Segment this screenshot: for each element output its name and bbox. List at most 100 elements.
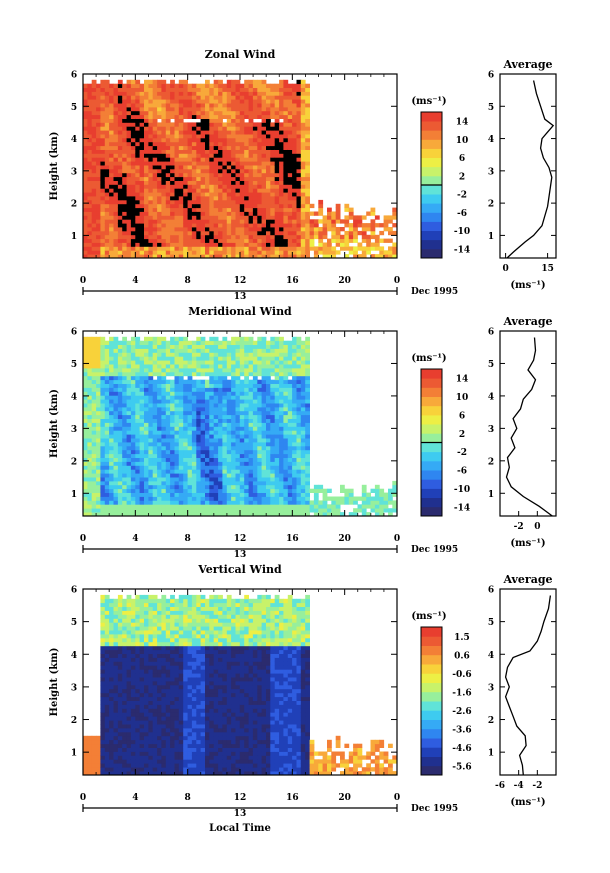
- heatmap-cell: [252, 410, 258, 416]
- heatmap-cell: [318, 211, 324, 216]
- heatmap-cell: [126, 180, 132, 185]
- heatmap-cell: [148, 230, 154, 236]
- heatmap-cell: [178, 227, 184, 232]
- heatmap-cell: [222, 145, 228, 150]
- heatmap-cell: [117, 360, 123, 365]
- heatmap-cell: [130, 422, 136, 427]
- heatmap-cell: [174, 168, 180, 174]
- heatmap-cell: [231, 426, 236, 431]
- heatmap-cell: [205, 223, 210, 228]
- heatmap-cell: [187, 438, 193, 443]
- heatmap-cell: [196, 477, 202, 482]
- heatmap-cell: [287, 196, 293, 201]
- heatmap-cell: [292, 442, 297, 447]
- heatmap-cell: [122, 106, 127, 112]
- colorbar-swatch: [421, 194, 442, 204]
- heatmap-cell: [261, 199, 267, 205]
- heatmap-cell: [113, 410, 119, 416]
- heatmap-cell: [157, 149, 162, 154]
- heatmap-cell: [109, 426, 114, 431]
- heatmap-cell: [117, 340, 123, 345]
- heatmap-cell: [191, 199, 197, 205]
- heatmap-cell: [157, 465, 162, 470]
- heatmap-cell: [104, 91, 110, 96]
- heatmap-cell: [130, 500, 136, 505]
- heatmap-cell: [87, 118, 93, 123]
- heatmap-cell: [165, 406, 171, 412]
- colorbar-swatch: [421, 248, 442, 259]
- heatmap-cell: [91, 134, 97, 139]
- heatmap-cell: [157, 79, 162, 85]
- heatmap-cell: [91, 95, 97, 100]
- heatmap-cell: [187, 137, 193, 143]
- heatmap-cell: [144, 99, 149, 104]
- heatmap-cell: [187, 453, 193, 458]
- heatmap-cell: [261, 360, 267, 365]
- heatmap-cell: [261, 91, 267, 96]
- heatmap-cell: [300, 387, 306, 392]
- heatmap-cell: [205, 192, 210, 197]
- heatmap-cell: [370, 254, 376, 259]
- heatmap-cell: [109, 153, 114, 158]
- heatmap-cell: [257, 157, 263, 162]
- heatmap-cell: [126, 356, 132, 361]
- heatmap-cell: [270, 83, 276, 88]
- heatmap-cell: [279, 126, 284, 131]
- heatmap-cell: [296, 157, 302, 162]
- heatmap-cell: [122, 207, 127, 212]
- heatmap-cell: [261, 414, 267, 419]
- heatmap-cell: [209, 165, 215, 170]
- heatmap-cell: [239, 364, 245, 369]
- heatmap-cell: [113, 238, 119, 243]
- heatmap-cell: [357, 219, 363, 224]
- heatmap-cell: [91, 453, 97, 458]
- heatmap-cell: [187, 368, 193, 373]
- heatmap-cell: [178, 153, 184, 158]
- heatmap-cell: [239, 488, 245, 493]
- heatmap-cell: [209, 188, 215, 193]
- heatmap-cell: [196, 199, 202, 205]
- heatmap-cell: [104, 403, 110, 408]
- heatmap-cell: [170, 368, 175, 373]
- heatmap-cell: [96, 465, 101, 470]
- heatmap-cell: [157, 126, 162, 131]
- heatmap-cell: [165, 246, 171, 251]
- heatmap-cell: [135, 410, 141, 416]
- heatmap-cell: [113, 418, 119, 423]
- heatmap-cell: [109, 141, 114, 147]
- heatmap-cell: [287, 176, 293, 181]
- heatmap-cell: [292, 188, 297, 193]
- heatmap-cell: [222, 508, 228, 513]
- heatmap-cell: [218, 254, 223, 259]
- heatmap-cell: [148, 118, 154, 123]
- heatmap-cell: [165, 106, 171, 112]
- colorbar-tick-label: -6: [457, 209, 467, 219]
- heatmap-cell: [161, 95, 167, 100]
- heatmap-cell: [248, 149, 254, 154]
- heatmap-cell: [300, 83, 306, 88]
- heatmap-cell: [248, 230, 254, 236]
- heatmap-cell: [113, 130, 119, 135]
- heatmap-cell: [209, 484, 215, 490]
- heatmap-cell: [113, 371, 119, 377]
- heatmap-cell: [231, 242, 236, 247]
- heatmap-cell: [126, 512, 132, 517]
- heatmap-cell: [178, 219, 184, 224]
- heatmap-cell: [261, 410, 267, 416]
- heatmap-cell: [100, 488, 106, 493]
- heatmap-cell: [209, 442, 215, 447]
- heatmap-cell: [279, 238, 284, 243]
- heatmap-cell: [122, 118, 127, 123]
- heatmap-cell: [222, 496, 228, 501]
- heatmap-cell: [209, 496, 215, 501]
- heatmap-cell: [252, 434, 258, 439]
- heatmap-cell: [235, 344, 241, 349]
- heatmap-cell: [252, 122, 258, 127]
- heatmap-cell: [139, 227, 145, 232]
- heatmap-cell: [196, 368, 202, 373]
- heatmap-cell: [117, 434, 123, 439]
- heatmap-cell: [300, 422, 306, 427]
- heatmap-cell: [161, 473, 167, 478]
- heatmap-cell: [148, 79, 154, 85]
- heatmap-cell: [161, 371, 167, 377]
